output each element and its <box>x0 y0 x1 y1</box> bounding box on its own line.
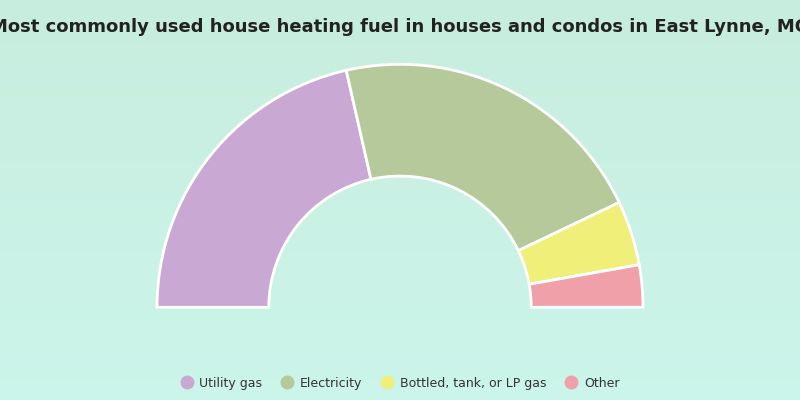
Wedge shape <box>346 64 619 251</box>
Wedge shape <box>529 265 643 307</box>
Text: Most commonly used house heating fuel in houses and condos in East Lynne, MO: Most commonly used house heating fuel in… <box>0 18 800 36</box>
Wedge shape <box>518 202 639 284</box>
Wedge shape <box>157 70 371 307</box>
Legend: Utility gas, Electricity, Bottled, tank, or LP gas, Other: Utility gas, Electricity, Bottled, tank,… <box>177 373 623 394</box>
